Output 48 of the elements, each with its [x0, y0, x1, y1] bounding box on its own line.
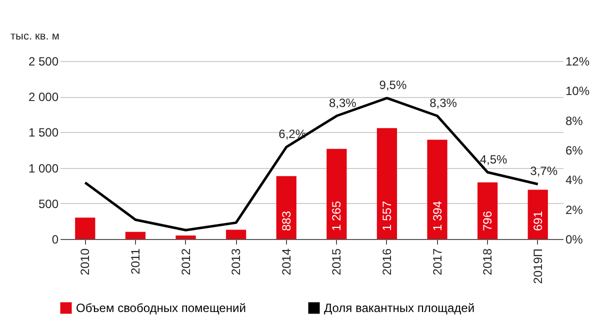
data-label: 1 557 [380, 200, 394, 231]
bar [176, 235, 196, 239]
x-tick-label: 2012 [178, 248, 193, 276]
bar [376, 128, 398, 239]
y-tick-label: 2 500 [28, 54, 59, 68]
data-label: 6,2% [278, 127, 306, 142]
data-label: 4,5% [480, 152, 508, 166]
y-tick-label: 1 000 [28, 161, 59, 176]
data-label: 883 [279, 210, 294, 231]
y2-tick-label: 6% [566, 144, 584, 158]
x-tick-label: 2010 [78, 248, 92, 276]
y-tick-label: 2 000 [28, 90, 59, 104]
bar [226, 230, 246, 239]
legend-label: Доля вакантных площадей [324, 301, 475, 315]
y2-tick-label: 10% [566, 84, 590, 98]
y2-tick-label: 0% [566, 232, 584, 246]
bar [75, 218, 96, 239]
bar [326, 148, 347, 239]
data-label: 3,7% [530, 164, 558, 178]
bar [528, 190, 548, 239]
x-tick-label: 2015 [330, 248, 344, 276]
data-label: 1 394 [430, 200, 444, 231]
x-tick-label: 2013 [229, 248, 244, 276]
bar [125, 232, 146, 239]
x-tick-label: 2019П [530, 248, 545, 284]
bar [427, 140, 448, 239]
data-label: 9,5% [379, 78, 407, 92]
x-tick-label: 2016 [380, 248, 394, 276]
y2-tick-label: 4% [566, 173, 584, 188]
y-tick-label: 500 [38, 196, 59, 211]
data-label: 1 265 [330, 200, 344, 231]
data-label: 796 [480, 210, 495, 231]
y2-tick-label: 12% [566, 54, 590, 68]
y-tick-label: 0 [52, 232, 59, 246]
data-label: 8,3% [430, 96, 458, 110]
y2-tick-label: 8% [566, 114, 584, 128]
x-tick-label: 2014 [279, 248, 294, 276]
y2-tick-label: 2% [566, 202, 584, 217]
x-tick-label: 2017 [430, 248, 444, 276]
data-label: 691 [530, 210, 545, 231]
bar [276, 176, 296, 239]
x-tick-label: 2018 [480, 248, 495, 276]
y-tick-label: 1 500 [28, 126, 59, 140]
x-tick-label: 2011 [128, 248, 142, 274]
legend-label: Объем свободных помещений [76, 301, 246, 315]
y-axis-title: тыс. кв. м [10, 30, 60, 42]
data-label: 8,3% [328, 96, 357, 110]
bar [477, 182, 498, 239]
